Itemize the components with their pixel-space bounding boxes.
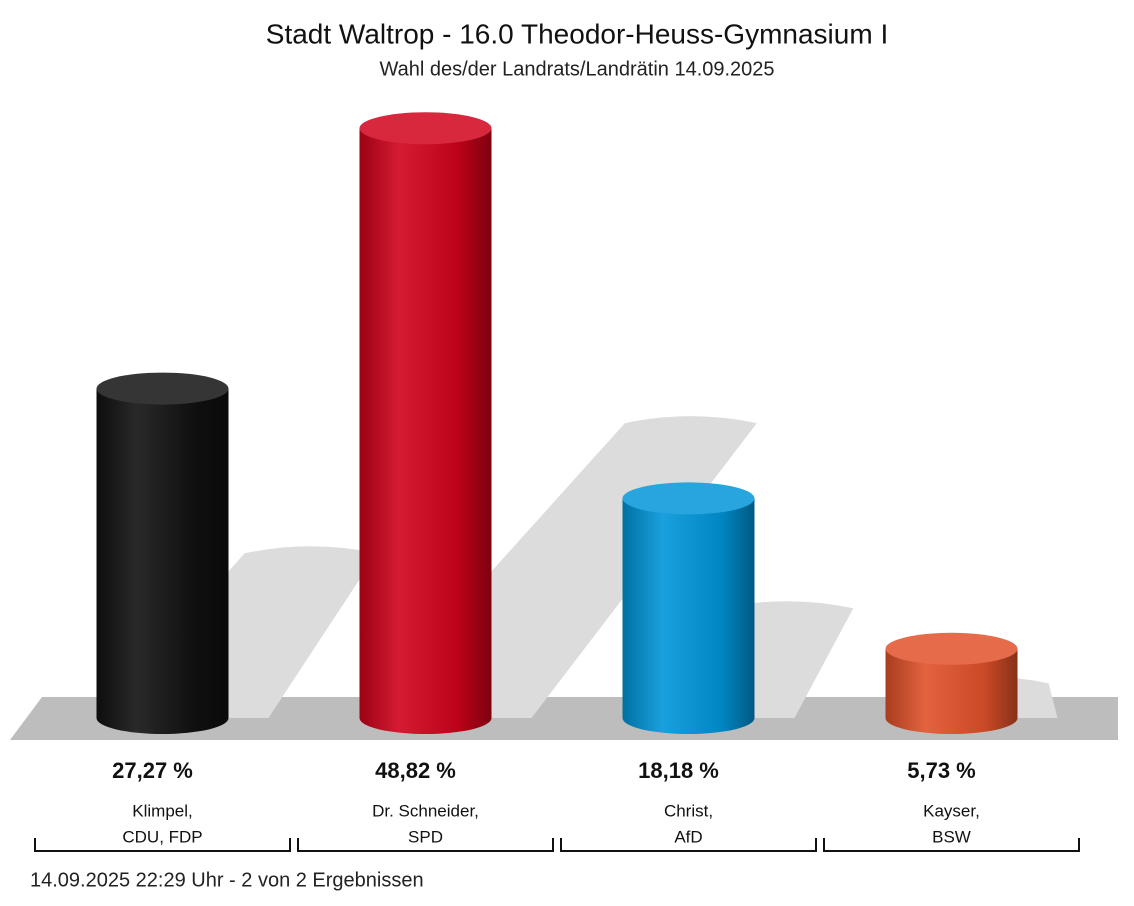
chart-title: Stadt Waltrop - 16.0 Theodor-Heuss-Gymna…	[266, 18, 888, 49]
value-label: 27,27 %	[112, 758, 193, 783]
category-bracket	[297, 838, 554, 852]
x-tick-label: SPD	[408, 827, 443, 846]
category-bracket	[560, 838, 817, 852]
value-label: 5,73 %	[907, 758, 976, 783]
bar-top	[622, 482, 755, 515]
bar	[96, 388, 229, 734]
bar-top	[96, 372, 229, 405]
bar-top	[885, 632, 1018, 665]
bar	[885, 648, 1018, 734]
category-bracket	[34, 838, 291, 852]
bar	[622, 498, 755, 734]
footer: 14.09.2025 22:29 Uhr - 2 von 2 Ergebniss…	[30, 869, 424, 891]
chart-subtitle: Wahl des/der Landrats/Landrätin 14.09.20…	[379, 58, 774, 80]
floor	[10, 697, 1118, 740]
value-label: 18,18 %	[638, 758, 719, 783]
x-tick-label: Dr. Schneider,	[372, 801, 479, 820]
x-tick-label: AfD	[674, 827, 702, 846]
x-tick-label: CDU, FDP	[122, 827, 202, 846]
bar-top	[359, 112, 492, 145]
bar	[359, 128, 492, 734]
x-tick-label: BSW	[932, 827, 971, 846]
x-tick-label: Kayser,	[923, 801, 980, 820]
category-bracket	[823, 838, 1080, 852]
x-tick-label: Christ,	[664, 801, 713, 820]
x-tick-label: Klimpel,	[132, 801, 192, 820]
value-label: 48,82 %	[375, 758, 456, 783]
